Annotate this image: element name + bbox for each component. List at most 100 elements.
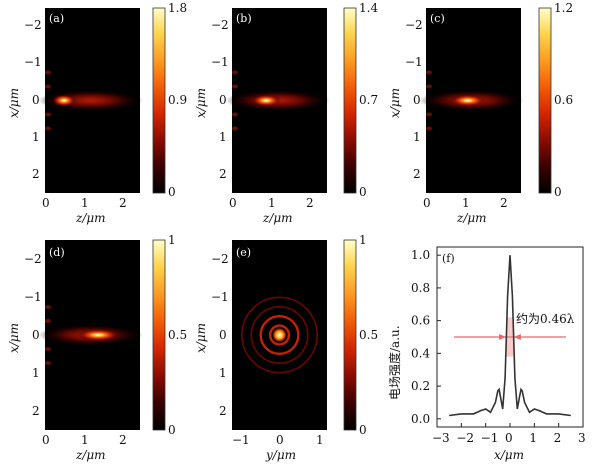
side-lobe [45,70,51,75]
plot-f-ylabel: 电场强度/a.u. [387,325,402,400]
panel-b-ytick: 0 [219,93,227,107]
panel-b-ytick: −1 [211,55,229,69]
panel-e: (e) 1 0.5 0 −2 −1 0 1 2 −1 0 1 y/μm x/μm [194,233,378,462]
colorbar-a-tick-min: 0 [168,185,176,199]
panel-b-ytick: −2 [211,18,229,32]
heatmap-d-field [38,305,143,365]
panel-e-ylabel: x/μm [194,323,208,353]
xtick-label: −3 [432,431,450,445]
panel-b-xtick: 0 [229,196,237,210]
panel-b-ytick: 1 [219,130,227,144]
panel-d-xtick: 2 [119,433,127,447]
panel-a-ytick: 1 [32,130,40,144]
panel-c-ytick: 1 [413,130,421,144]
colorbar-d-tick-min: 0 [168,423,176,437]
panel-d-ytick: 0 [32,328,40,342]
side-lobe [426,126,432,131]
panel-c-ytick: 2 [413,167,421,181]
panel-e-ytick: −1 [211,290,229,304]
fwhm-arrow-right [513,334,521,340]
panel-b-xlabel: z/μm [262,211,293,225]
panel-e-letter: (e) [236,246,251,259]
side-lobe [45,319,51,323]
hotspot [77,329,120,341]
colorbar-a-tick-mid: 0.9 [168,93,187,107]
xtick-label: 3 [578,431,586,445]
panel-c: (c) 1.2 0.6 0 −2 −1 0 1 2 0 1 2 z/μm x/μ… [388,1,573,225]
panel-e-ytick: 0 [219,328,227,342]
panel-c-ytick: −2 [405,18,423,32]
panel-d-ytick: −2 [24,252,42,266]
colorbar-c-tick-max: 1.2 [554,1,573,15]
panel-a-ylabel: x/μm [7,88,21,118]
ring [250,305,309,365]
side-lobe [45,305,51,309]
panel-a-letter: (a) [49,12,64,25]
hotspot [449,94,486,107]
ring [259,314,300,356]
panel-a: (a) 1.8 0.9 0 −2 −1 0 1 2 0 1 2 z/μm x/μ… [7,1,187,225]
side-lobe [426,84,432,89]
panel-e-ytick: 2 [219,404,227,418]
hotspot [52,94,76,107]
fwhm-arrow-left [499,334,507,340]
side-lobe [232,112,238,117]
side-lobe [232,126,238,131]
ring [268,324,291,346]
panel-d-xtick: 0 [42,433,50,447]
panel-a-xtick: 2 [119,196,127,210]
side-lobe [232,84,238,89]
side-lobe [45,84,51,89]
colorbar-d-tick-mid: 0.5 [168,328,187,342]
colorbar-d [152,239,166,431]
xtick-label: 1 [529,431,537,445]
panel-e-xtick: 1 [316,433,324,447]
panel-c-xtick: 1 [462,196,470,210]
panel-a-ytick: −2 [24,18,42,32]
panel-b-xtick: 2 [306,196,314,210]
panel-a-xtick: 0 [42,196,50,210]
colorbar-a-tick-max: 1.8 [168,1,187,15]
side-lobe [426,70,432,75]
central-spot [271,327,288,343]
xtick-label: 0 [505,431,513,445]
side-lobe [232,70,238,75]
colorbar-b-tick-min: 0 [359,185,367,199]
panel-b: (b) 1.4 0.7 0 −2 −1 0 1 2 0 1 2 z/μm x/μ… [194,1,378,225]
xtick-label: −2 [456,431,474,445]
ytick-label: 0.2 [411,379,430,393]
fwhm-annotation: 约为0.46λ [516,311,575,326]
panel-a-xlabel: z/μm [75,211,106,225]
side-lobe [45,347,51,351]
xtick-label: 2 [554,431,562,445]
plot-f-ticks [436,254,584,427]
panel-e-xlabel: y/μm [265,448,296,462]
colorbar-b-tick-mid: 0.7 [359,93,378,107]
panel-c-xtick: 2 [500,196,508,210]
ytick-label: 0.8 [411,281,430,295]
colorbar-b [343,7,357,194]
panel-a-ytick: 2 [32,167,40,181]
panel-c-ytick: 0 [413,93,421,107]
side-lobe [45,126,51,131]
colorbar-d-tick-max: 1 [168,233,176,247]
plot-f-yticklabels: 0.0 0.2 0.4 0.6 0.8 1.0 [411,248,430,426]
plot-f-xticklabels: −3 −2 −1 0 1 2 3 [432,431,586,445]
panel-b-xtick: 1 [268,196,276,210]
ytick-label: 1.0 [411,248,430,262]
panel-c-ytick: −1 [405,55,423,69]
side-lobe [45,112,51,117]
panel-a-ytick: −1 [24,55,42,69]
colorbar-b-tick-max: 1.4 [359,1,378,15]
panel-b-ytick: 2 [219,167,227,181]
panel-e-ytick: −2 [211,252,229,266]
colorbar-e-tick-mid: 0.5 [359,328,378,342]
panel-d-letter: (d) [49,246,65,259]
colorbar-e-tick-min: 0 [359,423,367,437]
colorbar-c-tick-mid: 0.6 [554,93,573,107]
panel-b-ylabel: x/μm [194,88,208,118]
xtick-label: −1 [481,431,499,445]
panel-d-ytick: 2 [32,404,40,418]
heatmap-b-field [225,70,330,131]
